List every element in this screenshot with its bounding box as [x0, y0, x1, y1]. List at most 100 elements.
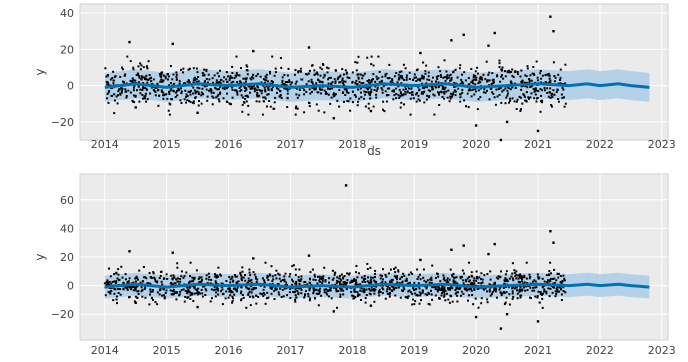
observed-point [210, 288, 213, 291]
observed-point [400, 82, 403, 85]
observed-point [122, 281, 125, 284]
observed-point [419, 294, 422, 297]
observed-point [319, 280, 322, 283]
observed-point [513, 269, 516, 272]
observed-point [559, 286, 562, 289]
observed-point [205, 70, 208, 73]
observed-point [205, 78, 208, 80]
observed-point [108, 267, 110, 270]
x-tick-label: 2016 [215, 138, 243, 151]
observed-point [107, 81, 110, 84]
observed-point [427, 71, 430, 74]
observed-point [370, 281, 373, 284]
observed-point [206, 99, 209, 102]
observed-point [199, 281, 202, 283]
observed-point [367, 81, 370, 84]
observed-point [217, 266, 220, 269]
observed-point [192, 300, 195, 302]
observed-point [239, 272, 242, 275]
observed-point [474, 90, 477, 93]
observed-point [314, 72, 317, 75]
observed-point [459, 275, 462, 278]
observed-point [360, 87, 362, 90]
observed-point [196, 290, 199, 293]
observed-point [262, 295, 265, 298]
observed-point [351, 294, 354, 297]
observed-point [283, 74, 286, 76]
observed-point [499, 327, 503, 330]
observed-point [333, 273, 336, 276]
observed-point [339, 74, 342, 77]
observed-point [165, 273, 168, 276]
observed-point [141, 89, 144, 91]
observed-point [467, 77, 470, 80]
x-tick-label: 2019 [400, 344, 428, 357]
observed-point [206, 81, 209, 84]
observed-point [113, 292, 116, 295]
observed-point [519, 75, 522, 78]
observed-point [200, 94, 203, 97]
observed-point [306, 283, 309, 286]
observed-point [216, 288, 219, 291]
observed-point [262, 78, 265, 81]
observed-point [284, 272, 287, 275]
observed-point [461, 269, 464, 272]
observed-point [171, 78, 174, 81]
observed-point [289, 297, 292, 299]
observed-point [462, 82, 465, 85]
observed-point [506, 71, 509, 74]
observed-point [451, 93, 454, 96]
observed-point [520, 69, 523, 72]
observed-point [221, 293, 224, 296]
observed-point [147, 79, 150, 82]
observed-point [195, 289, 198, 291]
observed-point [255, 294, 257, 297]
observed-point [171, 277, 174, 280]
observed-point [235, 89, 238, 92]
observed-point [127, 89, 130, 92]
observed-point [311, 90, 313, 93]
observed-point [399, 277, 402, 280]
observed-point [488, 290, 491, 293]
observed-point [235, 55, 238, 58]
observed-point [362, 279, 365, 282]
observed-point [378, 288, 381, 291]
observed-point [264, 90, 267, 93]
observed-point [489, 87, 492, 90]
observed-point [363, 97, 365, 100]
observed-point [500, 75, 503, 78]
observed-point [353, 297, 356, 300]
observed-point [145, 87, 148, 90]
observed-point [497, 277, 500, 280]
observed-point [347, 91, 350, 94]
observed-point [277, 291, 280, 294]
observed-point [294, 294, 297, 297]
observed-point [365, 294, 368, 296]
observed-point [360, 96, 363, 99]
observed-point [492, 92, 495, 95]
observed-point [357, 76, 360, 79]
observed-point [409, 281, 411, 284]
observed-point [193, 292, 196, 295]
observed-point [167, 109, 170, 112]
observed-point [107, 101, 110, 104]
observed-point [150, 80, 153, 83]
observed-point [297, 279, 300, 281]
observed-point [188, 81, 191, 84]
observed-point [133, 94, 135, 97]
observed-point [172, 274, 175, 277]
observed-point [229, 75, 232, 78]
observed-point [180, 90, 183, 93]
observed-point [392, 286, 395, 288]
observed-point [172, 89, 175, 92]
observed-point [444, 79, 447, 82]
observed-point [418, 88, 421, 91]
observed-point [129, 79, 132, 82]
observed-point [184, 289, 187, 292]
observed-point [381, 286, 384, 289]
observed-point [467, 106, 470, 109]
observed-point [424, 70, 427, 73]
observed-point [230, 291, 233, 294]
observed-point [246, 69, 249, 72]
observed-point [166, 97, 169, 100]
